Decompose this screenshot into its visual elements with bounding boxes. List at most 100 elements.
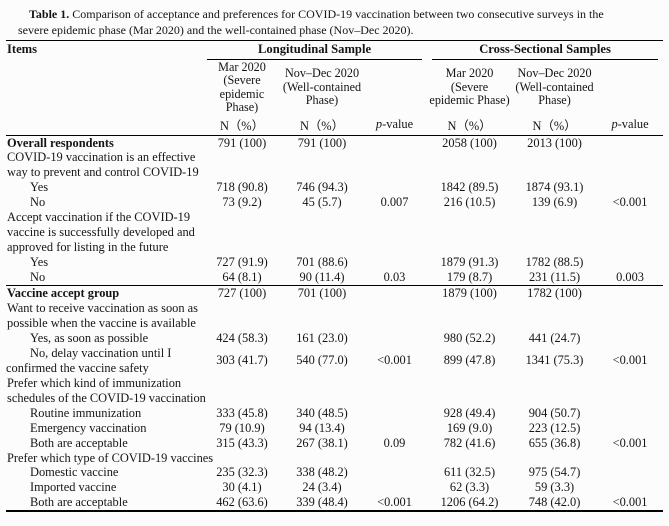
n-percent-header: N（%） bbox=[282, 115, 362, 136]
data-table: Items Longitudinal Sample Cross-Sectiona… bbox=[6, 40, 664, 513]
data-cell: <0.001 bbox=[612, 195, 648, 210]
data-cell: 94 (13.4) bbox=[299, 420, 345, 435]
data-cell bbox=[597, 406, 663, 421]
data-cell bbox=[427, 301, 512, 331]
data-cell: 231 (11.5) bbox=[512, 270, 598, 287]
data-cell: <0.001 bbox=[612, 353, 648, 368]
data-cell: 30 (4.1) bbox=[222, 480, 262, 495]
data-cell: 701 (100) bbox=[297, 286, 347, 301]
data-cell bbox=[282, 150, 362, 180]
data-cell bbox=[362, 286, 427, 301]
table-row: Emergency vaccination 79 (10.9) 94 (13.4) 1… bbox=[6, 421, 663, 436]
data-cell: 64 (8.1) bbox=[202, 270, 282, 287]
data-cell: 139 (6.9) bbox=[531, 195, 578, 210]
data-cell bbox=[597, 210, 663, 255]
data-cell bbox=[362, 150, 427, 180]
group-header-row: Items Longitudinal Sample Cross-Sectiona… bbox=[6, 40, 663, 136]
item-label: Routine immunization bbox=[30, 405, 142, 420]
data-cell: 424 (58.3) bbox=[216, 330, 268, 345]
p-value-header: p-value bbox=[597, 115, 664, 136]
table-row: No 64 (8.1) 90 (11.4) 0.03 179 (8.7) 231 (11.… bbox=[6, 270, 664, 287]
data-cell bbox=[362, 331, 427, 346]
data-cell bbox=[362, 301, 427, 331]
data-cell: 727 (91.9) bbox=[216, 255, 268, 270]
data-cell: 748 (42.0) bbox=[528, 495, 581, 510]
data-cell: 791 (100) bbox=[217, 135, 267, 150]
data-cell: 1341 (75.3) bbox=[525, 353, 584, 368]
data-cell bbox=[202, 210, 282, 255]
data-cell bbox=[362, 421, 427, 436]
table-row: Vaccine accept group 727 (100) 701 (100) 18… bbox=[6, 286, 663, 301]
data-cell: 782 (41.6) bbox=[443, 435, 496, 450]
data-cell bbox=[597, 376, 663, 406]
data-cell bbox=[362, 135, 427, 150]
data-cell: 611 (32.5) bbox=[443, 465, 496, 480]
data-cell: 24 (3.4) bbox=[302, 480, 342, 495]
data-cell: 340 (48.5) bbox=[296, 405, 348, 420]
data-cell bbox=[282, 451, 362, 466]
data-cell bbox=[282, 210, 362, 255]
data-cell: 338 (48.2) bbox=[296, 465, 348, 480]
data-cell bbox=[597, 150, 663, 180]
data-cell bbox=[512, 150, 597, 180]
table-caption: Table 1. Comparison of acceptance and pre… bbox=[18, 7, 663, 38]
data-cell: 1842 (89.5) bbox=[440, 180, 499, 195]
col-header-long-pvalue-spacer bbox=[362, 60, 427, 115]
item-label: Yes bbox=[30, 255, 49, 270]
data-cell: 216 (10.5) bbox=[443, 195, 496, 210]
item-label: No, delay vaccination until I confirmed … bbox=[6, 345, 172, 375]
item-label: No bbox=[30, 195, 46, 210]
data-cell bbox=[597, 331, 663, 346]
data-cell: 169 (9.0) bbox=[446, 420, 493, 435]
data-cell bbox=[597, 180, 663, 195]
p-value-header: p-value bbox=[362, 115, 428, 136]
data-cell: 90 (11.4) bbox=[282, 270, 362, 287]
item-label: Accept vaccination if the COVID-19 vacci… bbox=[7, 210, 195, 255]
data-cell: 1782 (100) bbox=[527, 286, 582, 301]
data-cell: 1879 (91.3) bbox=[440, 255, 499, 270]
data-cell: 899 (47.8) bbox=[443, 353, 496, 368]
data-cell: 235 (32.3) bbox=[216, 465, 268, 480]
data-cell bbox=[202, 150, 282, 180]
item-label: Yes bbox=[30, 180, 49, 195]
data-cell bbox=[362, 180, 427, 195]
data-cell: 0.03 bbox=[362, 270, 428, 287]
data-cell: 59 (3.3) bbox=[534, 480, 575, 495]
group-header-longitudinal: Longitudinal Sample bbox=[202, 41, 427, 60]
phase-header-row: Mar 2020 (Severe epidemic Phase) Nov–Dec… bbox=[6, 60, 663, 115]
data-cell bbox=[202, 301, 282, 331]
data-cell: 441 (24.7) bbox=[528, 330, 581, 345]
data-cell: 746 (94.3) bbox=[296, 180, 348, 195]
table-row: Yes, as soon as possible 424 (58.3) 161 (2… bbox=[6, 331, 663, 346]
data-cell: 904 (50.7) bbox=[528, 405, 581, 420]
data-cell: 791 (100) bbox=[297, 135, 347, 150]
data-cell: 1879 (100) bbox=[442, 286, 497, 301]
data-cell bbox=[202, 451, 282, 466]
item-label: Both are acceptable bbox=[30, 495, 128, 510]
table-row: Overall respondents 791 (100) 791 (100) 205… bbox=[6, 135, 663, 150]
data-cell: 179 (8.7) bbox=[427, 270, 513, 287]
data-cell: 223 (12.5) bbox=[528, 420, 581, 435]
item-label: Prefer which type of COVID-19 vaccines bbox=[7, 450, 214, 465]
p-rest: -value bbox=[617, 117, 649, 132]
item-label: Domestic vaccine bbox=[30, 465, 119, 480]
data-cell bbox=[427, 376, 512, 406]
data-cell bbox=[597, 451, 663, 466]
data-cell bbox=[362, 255, 427, 270]
data-cell bbox=[362, 406, 427, 421]
data-cell bbox=[362, 480, 427, 495]
col-header-cross-mar2020: Mar 2020 (Severe epidemic Phase) bbox=[429, 66, 510, 108]
item-label: Yes, as soon as possible bbox=[30, 330, 149, 345]
p-rest: -value bbox=[382, 117, 414, 132]
caption-label: Table 1. bbox=[29, 7, 70, 21]
table-row: Domestic vaccine 235 (32.3) 338 (48.2) 611 … bbox=[6, 465, 663, 480]
data-cell: 540 (77.0) bbox=[296, 353, 348, 368]
data-cell: 462 (63.6) bbox=[216, 495, 268, 510]
table-row: No, delay vaccination until I confirmed … bbox=[6, 346, 663, 376]
col-header-cross-novdec2020: Nov–Dec 2020 (Well-contained Phase) bbox=[515, 66, 594, 108]
n-percent-header: N（%） bbox=[427, 115, 513, 136]
data-cell: 73 (9.2) bbox=[222, 195, 262, 210]
table-row: Prefer which type of COVID-19 vaccines bbox=[6, 451, 663, 466]
data-cell: 62 (3.3) bbox=[449, 480, 490, 495]
table-row: No 73 (9.2) 45 (5.7) 0.007 216 (10.5) 139 (6.… bbox=[6, 195, 663, 210]
